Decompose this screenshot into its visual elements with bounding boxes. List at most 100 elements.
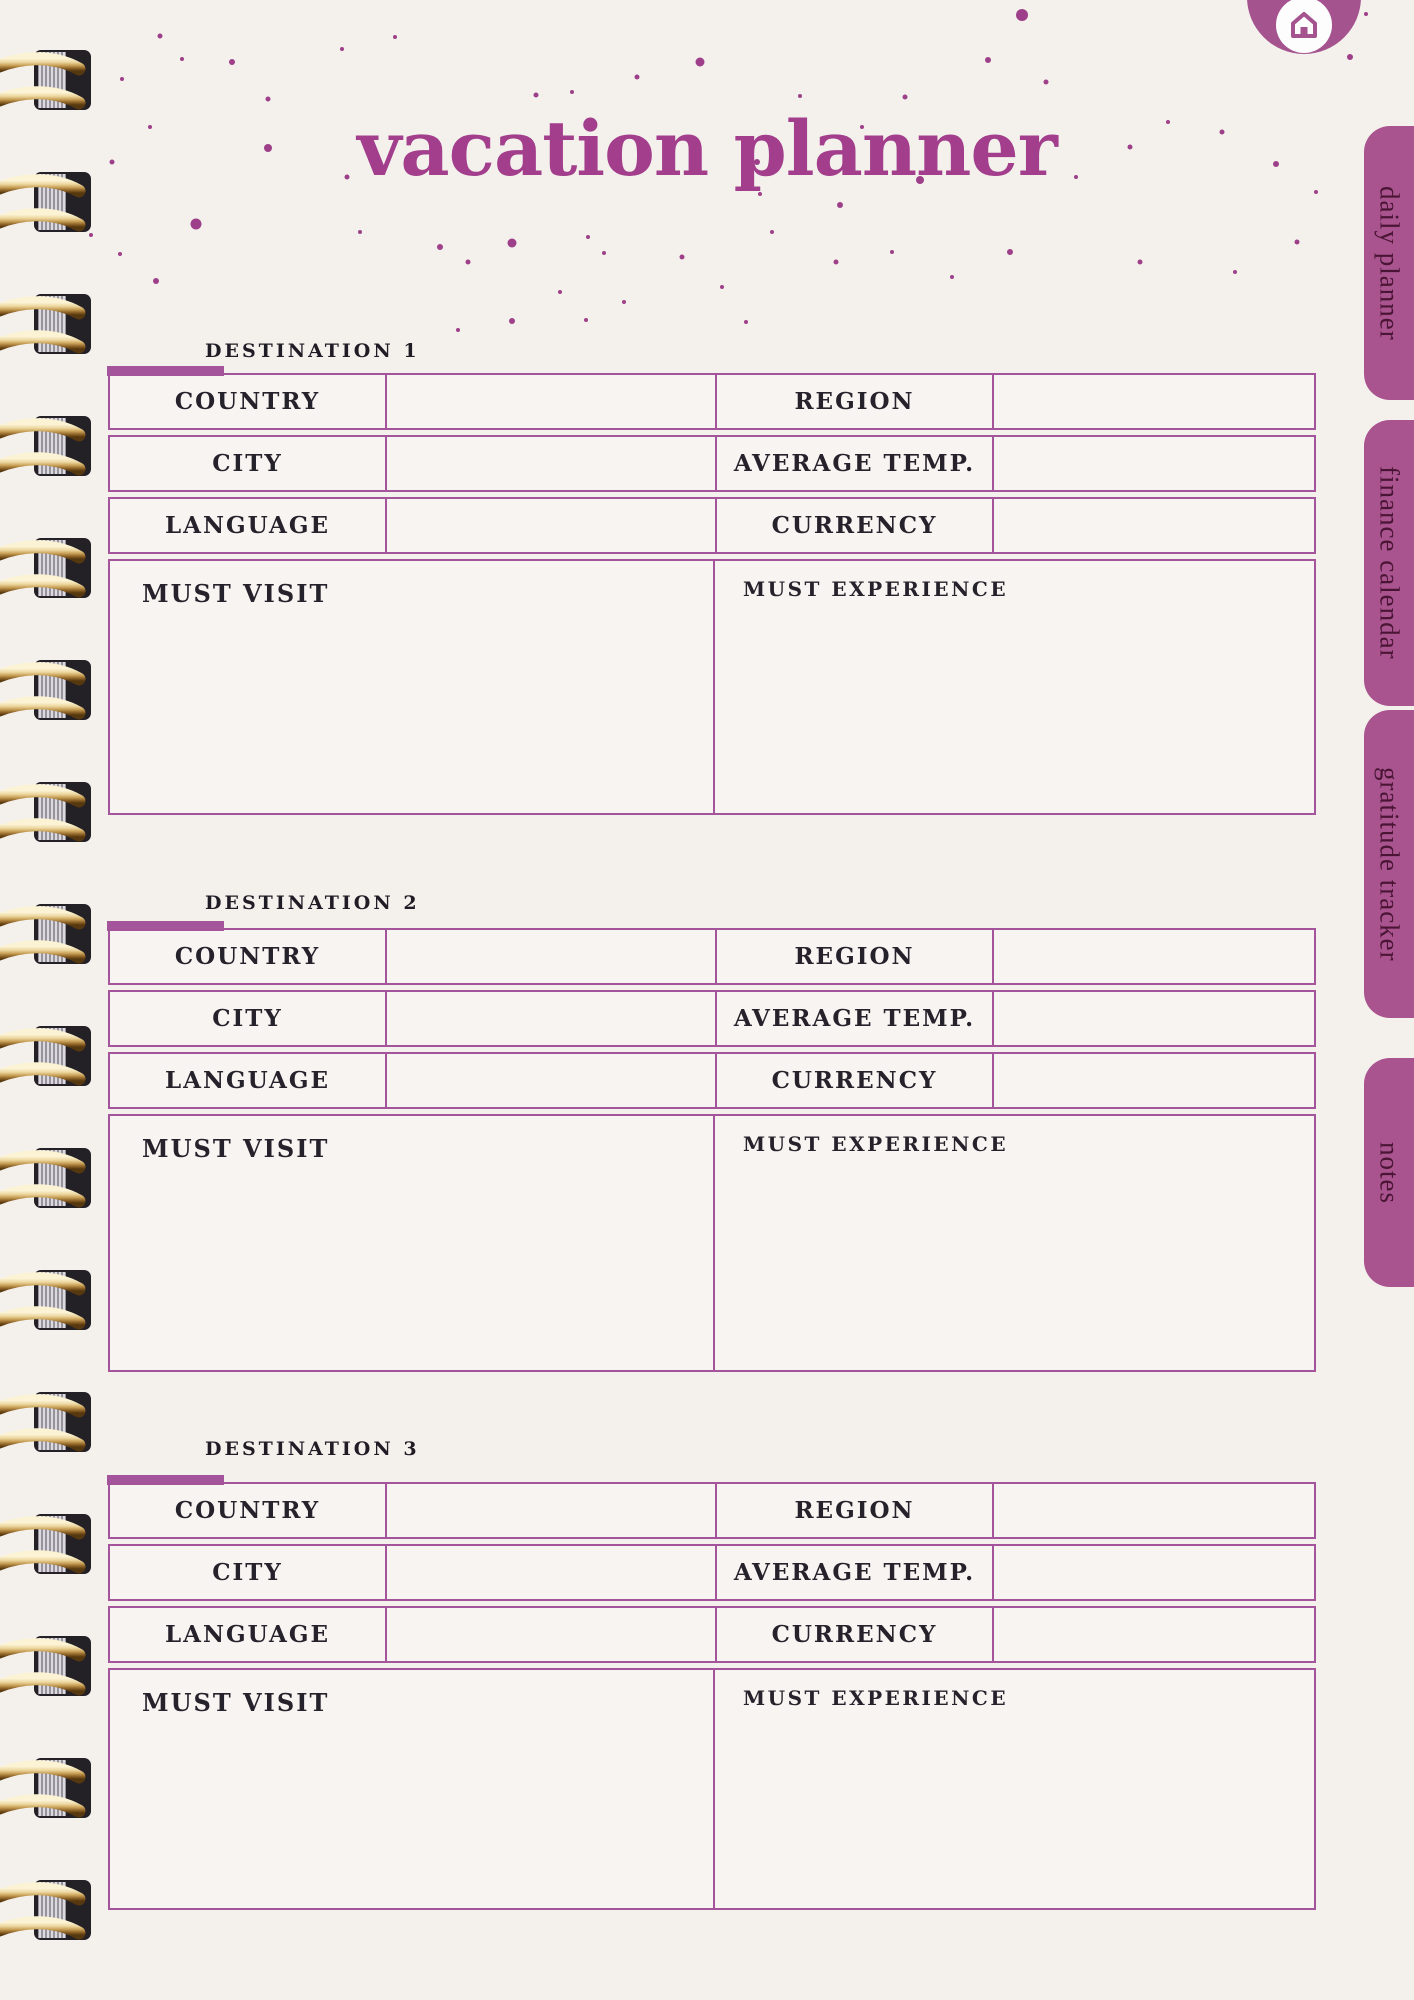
average-temp-value-cell[interactable]: [994, 992, 1314, 1045]
country-value-cell[interactable]: [387, 930, 717, 983]
language-label: LANGUAGE: [110, 1608, 387, 1661]
city-value-cell[interactable]: [387, 992, 717, 1045]
spiral-coil: [0, 900, 98, 970]
city-label: CITY: [110, 992, 387, 1045]
average-temp-value-cell[interactable]: [994, 437, 1314, 490]
region-value-cell[interactable]: [994, 930, 1314, 983]
currency-value-cell[interactable]: [994, 499, 1314, 552]
page-title: vacation planner: [357, 104, 1057, 193]
country-label: COUNTRY: [110, 1484, 387, 1537]
destination-2-heading: DESTINATION 2: [205, 892, 420, 914]
language-label: LANGUAGE: [110, 1054, 387, 1107]
city-label: CITY: [110, 437, 387, 490]
average-temp-value-cell[interactable]: [994, 1546, 1314, 1599]
language-value-cell[interactable]: [387, 1608, 717, 1661]
tab-label: finance calendar: [1374, 466, 1405, 660]
average-temp-label: AVERAGE TEMP.: [717, 1546, 994, 1599]
must-visit-area[interactable]: MUST VISIT: [110, 561, 715, 813]
must-visit-label: MUST VISIT: [142, 1134, 330, 1163]
average-temp-label: AVERAGE TEMP.: [717, 992, 994, 1045]
spiral-coil: [0, 1876, 98, 1946]
currency-label: CURRENCY: [717, 1608, 994, 1661]
must-visit-label: MUST VISIT: [142, 1688, 330, 1717]
must-experience-label: MUST EXPERIENCE: [743, 1132, 1009, 1156]
table-row: LANGUAGE CURRENCY: [108, 1606, 1316, 1663]
spiral-binding: [0, 0, 100, 2000]
tab-gratitude-tracker[interactable]: gratitude tracker: [1364, 710, 1414, 1018]
destination-3-heading: DESTINATION 3: [205, 1438, 420, 1460]
table-row: CITY AVERAGE TEMP.: [108, 435, 1316, 492]
tab-label: gratitude tracker: [1374, 766, 1405, 962]
spiral-coil: [0, 778, 98, 848]
region-value-cell[interactable]: [994, 375, 1314, 428]
average-temp-label: AVERAGE TEMP.: [717, 437, 994, 490]
must-experience-value[interactable]: [743, 1156, 1314, 1346]
spiral-coil: [0, 412, 98, 482]
table-row: COUNTRY REGION: [108, 1482, 1316, 1539]
must-visit-value[interactable]: [142, 608, 713, 795]
spiral-coil: [0, 1754, 98, 1824]
table-row: CITY AVERAGE TEMP.: [108, 990, 1316, 1047]
region-label: REGION: [717, 1484, 994, 1537]
destination-3-table: COUNTRY REGION CITY AVERAGE TEMP. LANGUA…: [107, 1475, 1316, 1910]
must-experience-label: MUST EXPERIENCE: [743, 1686, 1009, 1710]
must-visit-value[interactable]: [142, 1163, 713, 1352]
must-visit-label: MUST VISIT: [142, 579, 330, 608]
spiral-coil: [0, 1144, 98, 1214]
spiral-coil: [0, 290, 98, 360]
city-label: CITY: [110, 1546, 387, 1599]
must-section: MUST VISIT MUST EXPERIENCE: [108, 1114, 1316, 1372]
region-label: REGION: [717, 375, 994, 428]
must-experience-value[interactable]: [743, 1710, 1314, 1888]
must-section: MUST VISIT MUST EXPERIENCE: [108, 559, 1316, 815]
region-value-cell[interactable]: [994, 1484, 1314, 1537]
city-value-cell[interactable]: [387, 437, 717, 490]
must-visit-area[interactable]: MUST VISIT: [110, 1116, 715, 1370]
spiral-coil: [0, 656, 98, 726]
must-experience-area[interactable]: MUST EXPERIENCE: [715, 1670, 1314, 1908]
currency-value-cell[interactable]: [994, 1054, 1314, 1107]
must-experience-area[interactable]: MUST EXPERIENCE: [715, 561, 1314, 813]
destination-1-heading: DESTINATION 1: [205, 340, 420, 362]
language-label: LANGUAGE: [110, 499, 387, 552]
home-icon: [1276, 0, 1332, 53]
table-row: LANGUAGE CURRENCY: [108, 1052, 1316, 1109]
must-experience-label: MUST EXPERIENCE: [743, 577, 1009, 601]
language-value-cell[interactable]: [387, 1054, 717, 1107]
spiral-coil: [0, 1388, 98, 1458]
accent-bar: [107, 1475, 224, 1485]
table-row: CITY AVERAGE TEMP.: [108, 1544, 1316, 1601]
city-value-cell[interactable]: [387, 1546, 717, 1599]
must-experience-area[interactable]: MUST EXPERIENCE: [715, 1116, 1314, 1370]
table-row: COUNTRY REGION: [108, 373, 1316, 430]
must-visit-value[interactable]: [142, 1717, 713, 1893]
country-value-cell[interactable]: [387, 375, 717, 428]
destination-2-table: COUNTRY REGION CITY AVERAGE TEMP. LANGUA…: [107, 921, 1316, 1372]
currency-value-cell[interactable]: [994, 1608, 1314, 1661]
table-row: LANGUAGE CURRENCY: [108, 497, 1316, 554]
must-visit-area[interactable]: MUST VISIT: [110, 1670, 715, 1908]
must-experience-value[interactable]: [743, 601, 1314, 790]
country-label: COUNTRY: [110, 930, 387, 983]
tab-label: daily planner: [1374, 185, 1405, 341]
currency-label: CURRENCY: [717, 499, 994, 552]
home-button[interactable]: [1247, 0, 1361, 54]
currency-label: CURRENCY: [717, 1054, 994, 1107]
spiral-coil: [0, 1632, 98, 1702]
region-label: REGION: [717, 930, 994, 983]
tab-daily-planner[interactable]: daily planner: [1364, 126, 1414, 400]
spiral-coil: [0, 534, 98, 604]
country-label: COUNTRY: [110, 375, 387, 428]
tab-notes[interactable]: notes: [1364, 1058, 1414, 1287]
spiral-coil: [0, 1022, 98, 1092]
spiral-coil: [0, 1510, 98, 1580]
must-section: MUST VISIT MUST EXPERIENCE: [108, 1668, 1316, 1910]
accent-bar: [107, 921, 224, 931]
table-row: COUNTRY REGION: [108, 928, 1316, 985]
destination-1-table: COUNTRY REGION CITY AVERAGE TEMP. LANGUA…: [107, 366, 1316, 815]
accent-bar: [107, 366, 224, 376]
country-value-cell[interactable]: [387, 1484, 717, 1537]
tab-finance-calendar[interactable]: finance calendar: [1364, 420, 1414, 706]
language-value-cell[interactable]: [387, 499, 717, 552]
